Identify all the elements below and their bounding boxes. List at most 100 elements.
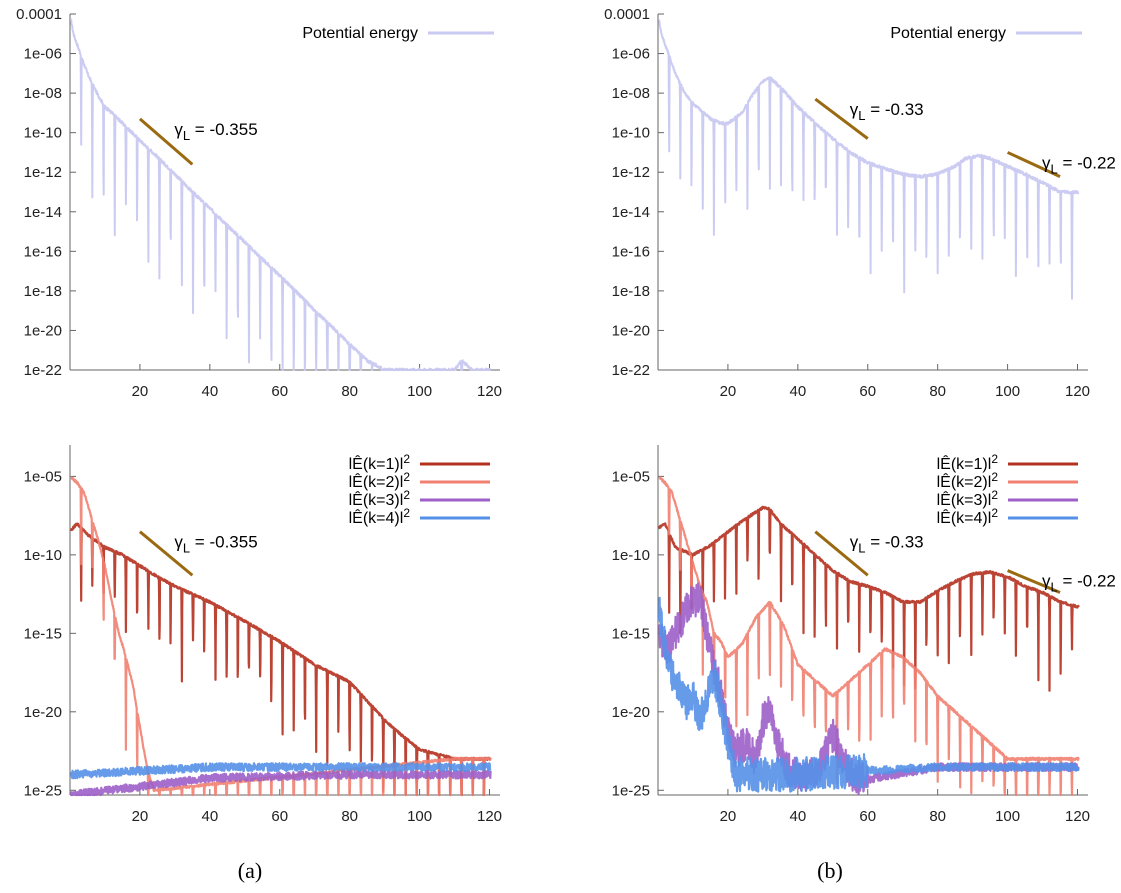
slope-line	[814, 97, 869, 140]
x-tick-label: 60	[859, 808, 876, 825]
gamma-subscript: L	[1051, 580, 1058, 595]
slope-value: = -0.355	[190, 533, 258, 552]
legend-label: lÊ(k=3)l2	[349, 488, 411, 509]
x-tick-label: 100	[995, 383, 1020, 400]
y-tick-label: 1e-15	[612, 625, 650, 642]
slope-line	[814, 530, 869, 577]
slope-value: = -0.22	[1058, 153, 1116, 172]
y-tick-label: 1e-22	[612, 362, 650, 379]
legend-superscript: 2	[991, 452, 998, 466]
y-tick-label: 1e-12	[612, 164, 650, 181]
series-line	[69, 769, 492, 797]
x-tick-label: 100	[995, 808, 1020, 825]
legend-label: lÊ(k=1)l2	[937, 452, 999, 473]
slope-label: γL = -0.33	[850, 100, 924, 123]
slope-line	[1007, 569, 1061, 594]
y-tick-label: 1e-10	[612, 125, 650, 142]
y-tick-label: 1e-25	[24, 782, 62, 799]
x-tick-label: 80	[341, 808, 358, 825]
series-line	[658, 505, 1080, 692]
x-tick-label: 120	[1065, 808, 1090, 825]
x-tick-label: 80	[929, 383, 946, 400]
chart-field-modes-a: 1e-05 1e-10 1e-15 1e-20 1e-25 20 40 60 80 100 120 l…	[24, 445, 502, 825]
legend-label: lÊ(k=4)l2	[349, 506, 411, 527]
slope-value: = -0.33	[865, 100, 923, 119]
gamma: γ	[1042, 572, 1051, 591]
y-tick-label: 1e-08	[612, 85, 650, 102]
series-line	[69, 522, 492, 797]
series-line	[658, 476, 1080, 797]
y-tick-label: 1e-18	[612, 283, 650, 300]
y-tick-label: 1e-20	[24, 322, 62, 339]
legend-superscript: 2	[991, 506, 998, 520]
slope-line	[138, 117, 194, 166]
y-tick-label: 1e-18	[24, 283, 62, 300]
y-tick-label: 1e-20	[612, 704, 650, 721]
gamma: γ	[174, 120, 183, 139]
chart-potential-energy-b: 0.0001 1e-06 1e-08 1e-10 1e-12 1e-14 1e-16 1e-1…	[604, 6, 1116, 400]
chart-potential-energy-a: 0.0001 1e-06 1e-08 1e-10 1e-12 1e-14 1e-16 1e-1…	[16, 6, 502, 400]
y-tick-label: 1e-20	[24, 704, 62, 721]
x-tick-label: 40	[201, 383, 218, 400]
x-tick-label: 120	[477, 808, 502, 825]
x-tick-label: 60	[271, 808, 288, 825]
y-tick-label: 0.0001	[16, 6, 62, 23]
legend-superscript: 2	[403, 506, 410, 520]
series-line	[70, 476, 492, 797]
x-tick-label: 40	[201, 808, 218, 825]
x-tick-label: 120	[477, 383, 502, 400]
y-tick-label: 1e-10	[612, 547, 650, 564]
y-tick-label: 1e-15	[24, 625, 62, 642]
gamma-subscript: L	[1051, 161, 1058, 176]
x-tick-label: 20	[720, 808, 737, 825]
caption-a: (a)	[238, 858, 262, 883]
gamma-subscript: L	[858, 108, 865, 123]
slope-value: = -0.33	[865, 533, 923, 552]
caption-b: (b)	[817, 858, 843, 883]
slope-label: γL = -0.22	[1042, 153, 1116, 176]
legend-superscript: 2	[403, 488, 410, 502]
series-line	[657, 596, 1080, 793]
legend-label: lÊ(k=1)l2	[349, 452, 411, 473]
x-tick-label: 20	[720, 383, 737, 400]
legend-label: lÊ(k=4)l2	[937, 506, 999, 527]
gamma-subscript: L	[183, 541, 190, 556]
y-tick-label: 1e-12	[24, 164, 62, 181]
y-tick-label: 1e-14	[24, 204, 62, 221]
slope-label: γL = -0.355	[174, 120, 257, 143]
gamma-subscript: L	[858, 541, 865, 556]
x-tick-label: 40	[789, 808, 806, 825]
legend-label: lÊ(k=3)l2	[937, 488, 999, 509]
y-tick-label: 0.0001	[604, 6, 650, 23]
slope-value: = -0.355	[190, 120, 258, 139]
y-tick-label: 1e-22	[24, 362, 62, 379]
gamma-subscript: L	[183, 128, 190, 143]
x-tick-label: 40	[789, 383, 806, 400]
slope-label: γL = -0.33	[850, 533, 924, 556]
y-tick-label: 1e-06	[24, 46, 62, 63]
gamma: γ	[850, 533, 859, 552]
x-tick-label: 20	[132, 383, 149, 400]
y-tick-label: 1e-06	[612, 46, 650, 63]
legend-superscript: 2	[403, 452, 410, 466]
y-tick-label: 1e-25	[612, 782, 650, 799]
y-tick-label: 1e-05	[24, 468, 62, 485]
legend-label: Potential energy	[890, 25, 1006, 42]
y-tick-label: 1e-10	[24, 125, 62, 142]
y-tick-label: 1e-16	[24, 243, 62, 260]
x-tick-label: 20	[132, 808, 149, 825]
slope-value: = -0.22	[1058, 572, 1116, 591]
legend-label: Potential energy	[302, 25, 418, 42]
series-line	[69, 762, 492, 780]
legend-label: lÊ(k=2)l2	[349, 470, 411, 491]
series-line	[658, 19, 1080, 300]
slope-label: γL = -0.355	[174, 533, 257, 556]
y-tick-label: 1e-05	[612, 468, 650, 485]
y-tick-label: 1e-08	[24, 85, 62, 102]
x-tick-label: 60	[859, 383, 876, 400]
legend-superscript: 2	[991, 488, 998, 502]
legend-label: lÊ(k=2)l2	[937, 470, 999, 491]
series-line	[70, 18, 492, 371]
legend-superscript: 2	[991, 470, 998, 484]
